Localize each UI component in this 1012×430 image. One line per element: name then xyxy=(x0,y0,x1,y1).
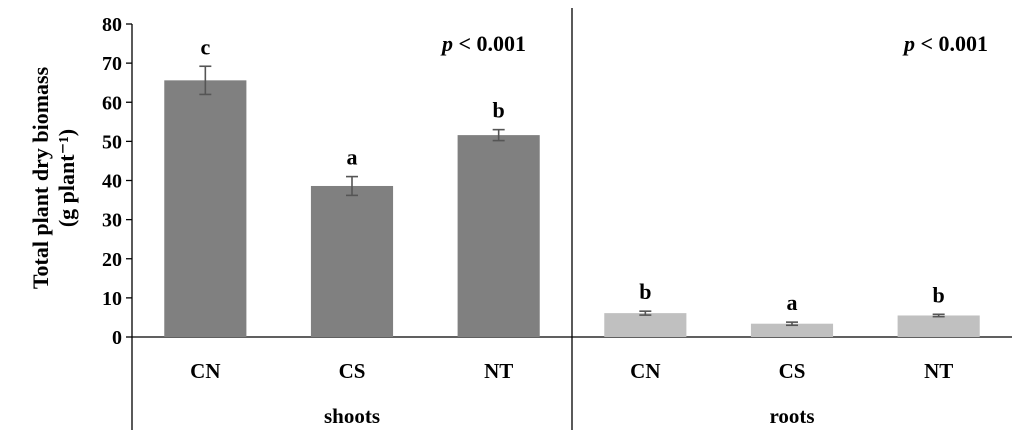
y-tick-label: 10 xyxy=(102,288,122,310)
significance-letter: c xyxy=(200,34,210,59)
category-label: CN xyxy=(630,359,660,383)
axes xyxy=(131,8,1012,430)
y-tick-label: 20 xyxy=(102,249,122,271)
bars xyxy=(164,65,980,337)
category-label: CS xyxy=(779,359,806,383)
bar-roots-NT xyxy=(897,315,980,337)
p-value-label: p < 0.001 xyxy=(902,31,988,56)
bar-shoots-CS xyxy=(310,185,394,337)
y-tick-label: 0 xyxy=(112,327,122,349)
y-tick-label: 30 xyxy=(102,210,122,232)
category-label: NT xyxy=(924,359,953,383)
y-axis-label: Total plant dry biomass (g plant⁻¹) xyxy=(28,66,79,289)
y-tick-label: 80 xyxy=(102,14,122,36)
bar-roots-CS xyxy=(750,323,834,337)
p-value-label: p < 0.001 xyxy=(440,31,526,56)
significance-letter: a xyxy=(787,290,798,315)
category-label: CN xyxy=(190,359,220,383)
significance-letter: a xyxy=(347,145,358,170)
y-axis-ticks: 0 10 20 30 40 50 60 70 80 xyxy=(102,14,132,349)
significance-letter: b xyxy=(639,279,651,304)
group-label-roots: roots xyxy=(769,404,814,428)
y-axis-title: Total plant dry biomass xyxy=(28,66,53,289)
y-tick-label: 50 xyxy=(102,131,122,153)
bar-roots-CN xyxy=(604,313,687,337)
significance-letter: b xyxy=(493,98,505,123)
y-tick-label: 40 xyxy=(102,171,122,193)
y-tick-label: 60 xyxy=(102,92,122,114)
category-labels: c CN a CS b NT shoots p < 0.001 b CN a CS b NT roots p … xyxy=(190,31,988,428)
group-label-shoots: shoots xyxy=(324,404,380,428)
y-tick-label: 70 xyxy=(102,53,122,75)
category-label: NT xyxy=(484,359,513,383)
y-axis-unit: (g plant⁻¹) xyxy=(54,129,79,227)
bar-shoots-CN xyxy=(164,80,247,337)
significance-letter: b xyxy=(933,282,945,307)
bar-shoots-NT xyxy=(457,135,540,337)
category-label: CS xyxy=(339,359,366,383)
